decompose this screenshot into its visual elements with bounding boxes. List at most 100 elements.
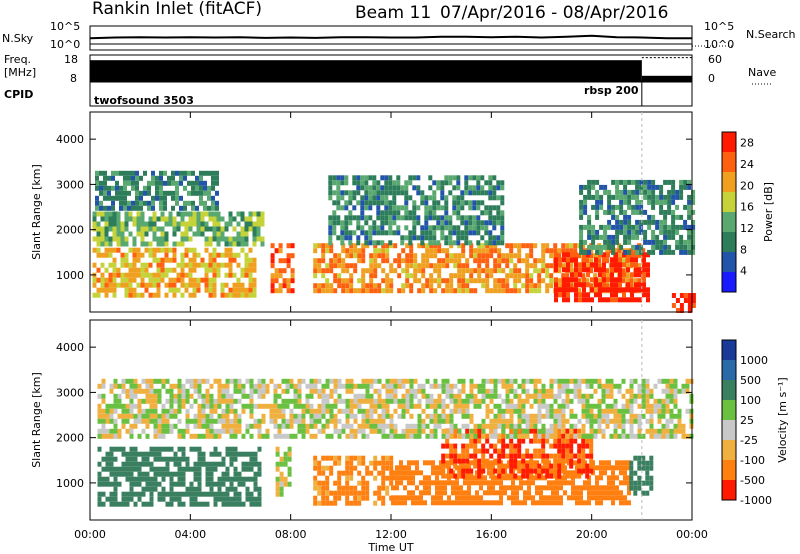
heatmap-cell bbox=[574, 272, 578, 278]
heatmap-cell bbox=[457, 408, 462, 414]
heatmap-cell bbox=[279, 476, 284, 482]
heatmap-cell bbox=[468, 190, 473, 196]
heatmap-cell bbox=[184, 211, 189, 217]
heatmap-cell bbox=[385, 475, 390, 481]
heatmap-cell bbox=[679, 194, 684, 200]
heatmap-cell bbox=[151, 200, 155, 206]
heatmap-cell bbox=[133, 383, 138, 389]
heatmap-cell bbox=[361, 258, 366, 264]
heatmap-cell bbox=[618, 282, 622, 288]
heatmap-cell bbox=[159, 190, 163, 196]
heatmap-cell bbox=[577, 418, 582, 424]
heatmap-cell bbox=[615, 214, 620, 220]
heatmap-cell bbox=[179, 195, 183, 201]
heatmap-cell bbox=[220, 252, 225, 258]
heatmap-cell bbox=[124, 262, 129, 268]
heatmap-cell bbox=[497, 393, 502, 399]
heatmap-cell bbox=[205, 466, 210, 472]
y-tick-label: 4000 bbox=[56, 341, 84, 354]
heatmap-cell bbox=[165, 413, 170, 419]
heatmap-cell bbox=[101, 501, 106, 507]
heatmap-cell bbox=[521, 438, 526, 444]
heatmap-cell bbox=[593, 403, 598, 409]
heatmap-cell bbox=[659, 219, 664, 225]
heatmap-cell bbox=[441, 468, 446, 474]
heatmap-cell bbox=[279, 461, 284, 467]
heatmap-cell bbox=[139, 205, 143, 211]
heatmap-cell bbox=[605, 388, 610, 394]
heatmap-cell bbox=[471, 480, 475, 486]
heatmap-cell bbox=[208, 262, 213, 268]
heatmap-cell bbox=[360, 175, 365, 181]
heatmap-cell bbox=[496, 180, 501, 186]
heatmap-cell bbox=[561, 463, 566, 469]
heatmap-cell bbox=[601, 383, 606, 389]
heatmap-cell bbox=[609, 378, 614, 384]
heatmap-cell bbox=[189, 496, 194, 502]
heatmap-cell bbox=[433, 423, 438, 429]
colorbar-tick-label: 16 bbox=[740, 201, 754, 214]
heatmap-cell bbox=[171, 170, 175, 176]
heatmap-cell bbox=[655, 234, 660, 240]
heatmap-cell bbox=[489, 443, 494, 449]
heatmap-cell bbox=[349, 485, 354, 491]
heatmap-cell bbox=[215, 175, 219, 181]
nsky-series-line bbox=[89, 34, 692, 40]
heatmap-cell bbox=[216, 236, 221, 242]
heatmap-cell bbox=[541, 428, 546, 434]
heatmap-cell bbox=[417, 403, 422, 409]
heatmap-cell bbox=[525, 448, 530, 454]
heatmap-cell bbox=[443, 485, 447, 491]
heatmap-cell bbox=[407, 490, 411, 496]
heatmap-cell bbox=[629, 383, 634, 389]
heatmap-cell bbox=[168, 287, 173, 293]
heatmap-cell bbox=[671, 184, 676, 190]
heatmap-cell bbox=[593, 418, 598, 424]
heatmap-cell bbox=[649, 475, 654, 481]
heatmap-cell bbox=[113, 383, 118, 389]
heatmap-cell bbox=[157, 428, 162, 434]
heatmap-cell bbox=[180, 221, 185, 227]
heatmap-cell bbox=[329, 248, 334, 254]
heatmap-cell bbox=[487, 470, 491, 476]
heatmap-cell bbox=[293, 383, 298, 389]
heatmap-cell bbox=[691, 229, 696, 235]
heatmap-cell bbox=[128, 231, 133, 237]
heatmap-cell bbox=[453, 263, 458, 269]
heatmap-cell bbox=[529, 428, 534, 434]
heatmap-cell bbox=[627, 179, 632, 185]
heatmap-cell bbox=[173, 481, 178, 487]
heatmap-cell bbox=[333, 263, 338, 269]
heatmap-cell bbox=[121, 471, 126, 477]
heatmap-cell bbox=[607, 495, 611, 501]
heatmap-cell bbox=[457, 283, 462, 289]
heatmap-cell bbox=[200, 257, 205, 263]
heatmap-cell bbox=[591, 495, 595, 501]
heatmap-cell bbox=[201, 393, 206, 399]
heatmap-cell bbox=[396, 215, 401, 221]
heatmap-cell bbox=[635, 204, 640, 210]
heatmap-cell bbox=[448, 220, 453, 226]
heatmap-cell bbox=[441, 408, 446, 414]
heatmap-cell bbox=[141, 491, 146, 497]
heatmap-cell bbox=[461, 263, 466, 269]
heatmap-cell bbox=[634, 267, 638, 273]
heatmap-cell bbox=[325, 383, 330, 389]
heatmap-cell bbox=[497, 423, 502, 429]
heatmap-cell bbox=[622, 262, 626, 268]
heatmap-cell bbox=[433, 288, 438, 294]
heatmap-cell bbox=[432, 235, 437, 241]
heatmap-cell bbox=[488, 190, 493, 196]
heatmap-cell bbox=[100, 216, 105, 222]
heatmap-cell bbox=[503, 490, 507, 496]
heatmap-cell bbox=[529, 473, 534, 479]
heatmap-cell bbox=[384, 220, 389, 226]
heatmap-cell bbox=[353, 465, 358, 471]
heatmap-cell bbox=[253, 383, 258, 389]
heatmap-cell bbox=[595, 465, 599, 471]
heatmap-cell bbox=[412, 210, 417, 216]
heatmap-cell bbox=[437, 383, 442, 389]
heatmap-cell bbox=[249, 413, 254, 419]
heatmap-cell bbox=[248, 282, 253, 288]
heatmap-cell bbox=[589, 438, 594, 444]
